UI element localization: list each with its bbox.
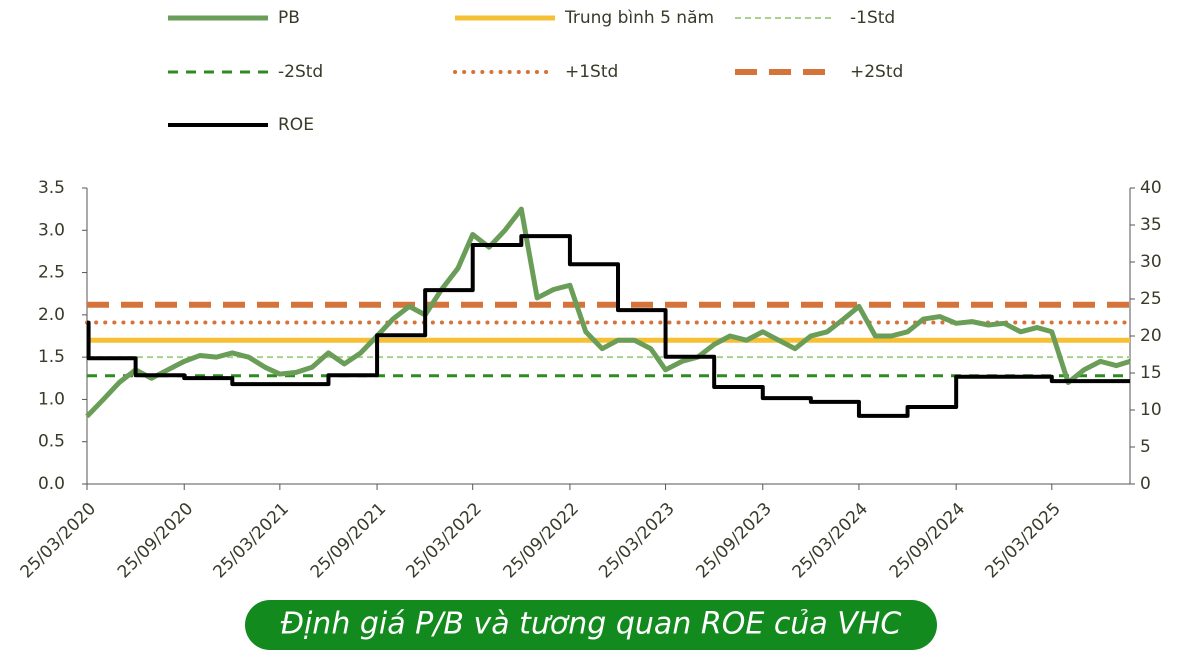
x-tick-label: 25/09/2023 [692, 499, 775, 582]
y2-tick-label: 10 [1140, 400, 1162, 420]
legend-label: -1Std [850, 8, 895, 28]
x-tick-label: 25/09/2022 [500, 499, 583, 582]
x-tick-label: 25/09/2020 [114, 499, 197, 582]
y2-tick-label: 40 [1140, 178, 1162, 198]
x-tick-label: 25/09/2021 [307, 499, 390, 582]
pb-line [85, 206, 1131, 419]
y-tick-label: 1.5 [38, 347, 65, 367]
legend-label: +2Std [850, 62, 903, 82]
y-tick-label: 3.0 [38, 220, 65, 240]
y2-tick-label: 5 [1140, 437, 1151, 457]
legend-label: -2Std [278, 62, 323, 82]
y2-tick-label: 15 [1140, 363, 1162, 383]
y-tick-label: 0.0 [38, 474, 65, 494]
y-tick-label: 3.5 [38, 178, 65, 198]
y2-tick-label: 35 [1140, 215, 1162, 235]
legend-label: ROE [278, 115, 314, 135]
roe-line [86, 234, 1130, 418]
y-tick-label: 0.5 [38, 432, 65, 452]
x-tick-label: 25/03/2022 [402, 499, 485, 582]
y-tick-label: 2.0 [38, 305, 65, 325]
y2-tick-label: 20 [1140, 326, 1162, 346]
x-tick-label: 25/03/2024 [789, 499, 872, 582]
x-tick-label: 25/09/2024 [886, 499, 969, 582]
chart-title: Định giá P/B và tương quan ROE của VHC [281, 607, 902, 642]
legend-label: PB [278, 8, 300, 28]
y-tick-label: 2.5 [38, 263, 65, 283]
x-tick-label: 25/03/2023 [595, 499, 678, 582]
x-tick-label: 25/03/2021 [209, 499, 292, 582]
legend-label: +1Std [565, 62, 618, 82]
y2-tick-label: 0 [1140, 474, 1151, 494]
legend-label: Trung bình 5 năm [564, 8, 714, 28]
x-tick-label: 25/03/2025 [981, 499, 1064, 582]
y2-tick-label: 30 [1140, 252, 1162, 272]
x-tick-label: 25/03/2020 [17, 499, 100, 582]
y2-tick-label: 25 [1140, 289, 1162, 309]
y-tick-label: 1.0 [38, 389, 65, 409]
title-badge [245, 600, 937, 650]
